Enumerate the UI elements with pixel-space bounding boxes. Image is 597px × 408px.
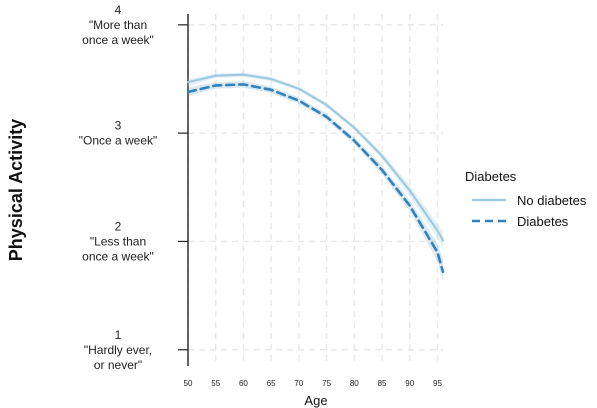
diabetes-series-line bbox=[186, 83, 445, 274]
series-group bbox=[186, 72, 445, 281]
x-tick-label-75: 75 bbox=[322, 379, 331, 388]
y-tick-label-3-3: once a week" bbox=[82, 249, 154, 263]
x-tick-label-85: 85 bbox=[378, 379, 387, 388]
y-tick-label-3-1: 2 bbox=[115, 219, 122, 233]
y-tick-label-3-2: "Less than bbox=[90, 234, 146, 248]
y-tick-label-1-2: "More than bbox=[89, 18, 147, 32]
x-axis-title: Age bbox=[304, 393, 327, 408]
x-tick-label-90: 90 bbox=[405, 379, 414, 388]
x-tick-label-95: 95 bbox=[433, 379, 442, 388]
y-tick-label-4-3: or never" bbox=[94, 358, 142, 372]
axes bbox=[178, 14, 189, 366]
y-tick-label-1-1: 4 bbox=[115, 3, 122, 17]
legend-label-1: No diabetes bbox=[517, 193, 587, 208]
grid-lines bbox=[187, 14, 443, 366]
y-tick-label-1-3: once a week" bbox=[82, 33, 154, 47]
legend-title: Diabetes bbox=[465, 169, 517, 184]
x-tick-label-60: 60 bbox=[239, 379, 248, 388]
x-tick-label-50: 50 bbox=[184, 379, 193, 388]
legend-label-2: Diabetes bbox=[517, 214, 569, 229]
y-tick-label-2-1: 3 bbox=[115, 119, 122, 133]
x-tick-label-70: 70 bbox=[294, 379, 303, 388]
y-axis-title: Physical Activity bbox=[6, 119, 26, 261]
y-tick-label-2-2: "Once a week" bbox=[79, 134, 158, 148]
x-tick-label-65: 65 bbox=[267, 379, 276, 388]
x-tick-label-80: 80 bbox=[350, 379, 359, 388]
y-tick-label-4-2: "Hardly ever, bbox=[84, 343, 152, 357]
no-diabetes-series-line bbox=[186, 73, 445, 242]
x-tick-label-55: 55 bbox=[211, 379, 220, 388]
y-tick-label-4-1: 1 bbox=[115, 328, 122, 342]
